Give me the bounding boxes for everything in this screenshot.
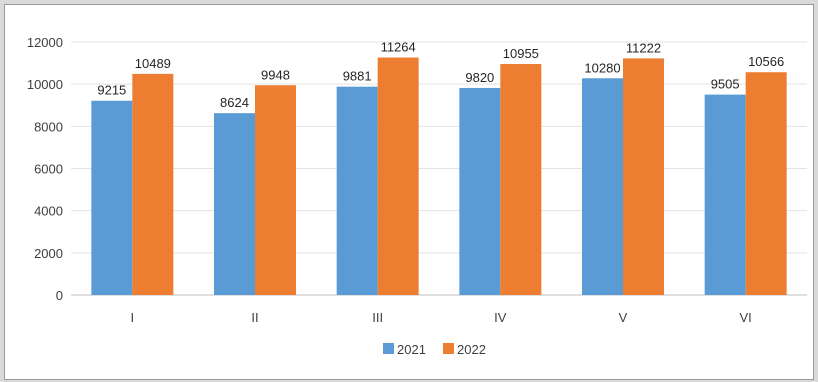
data-label-2022-I: 10489 [135, 56, 171, 71]
y-tick-label: 4000 [34, 204, 63, 219]
bar-2021-III [336, 86, 378, 295]
y-tick-label: 2000 [34, 246, 63, 261]
data-label-2021-IV: 9820 [465, 70, 494, 85]
data-label-2022-III: 11264 [381, 40, 416, 55]
y-tick-label: 10000 [27, 77, 63, 92]
bar-2022-IV [500, 64, 542, 296]
data-label-2021-V: 10280 [584, 60, 620, 75]
bar-chart: 0 2000 4000 6000 8000 10000 12000 9215 10489 862… [27, 35, 807, 357]
bar-2022-II [255, 85, 296, 295]
bar-2021-I [91, 100, 133, 295]
data-label-2022-VI: 10566 [748, 54, 784, 69]
bar-2021-VI [704, 94, 746, 296]
data-label-2022-IV: 10955 [503, 46, 539, 61]
gridlines [71, 41, 807, 296]
data-label-2021-I: 9215 [97, 83, 126, 98]
y-tick-label: 6000 [34, 162, 63, 177]
data-label-2021-II: 8624 [220, 95, 249, 110]
x-tick-label: IV [494, 310, 507, 325]
y-tick-label: 0 [56, 288, 63, 303]
x-tick-label: V [619, 310, 628, 325]
bar-2022-I [132, 73, 174, 295]
x-tick-label: II [251, 310, 258, 325]
data-label-2022-V: 11222 [626, 40, 661, 55]
bars [91, 57, 787, 296]
y-tick-label: 12000 [27, 35, 63, 50]
x-tick-label: III [372, 310, 383, 325]
data-labels: 9215 10489 8624 9948 9881 11264 9820 10955 10280… [97, 40, 784, 111]
y-axis-tick-labels: 0 2000 4000 6000 8000 10000 12000 [27, 35, 63, 303]
bar-2022-V [623, 58, 664, 295]
data-label-2022-II: 9948 [261, 67, 290, 82]
legend: 2021 2022 [383, 342, 486, 357]
bar-2022-VI [745, 72, 787, 296]
legend-swatch-2021 [383, 343, 394, 354]
bar-2022-III [377, 57, 419, 295]
legend-swatch-2022 [443, 343, 454, 354]
x-tick-label: I [131, 310, 135, 325]
chart-frame: 0 2000 4000 6000 8000 10000 12000 9215 10489 862… [4, 4, 814, 380]
y-tick-label: 8000 [34, 119, 63, 134]
bar-2021-IV [459, 87, 501, 295]
data-label-2021-III: 9881 [343, 69, 372, 84]
x-axis-tick-labels: I II III IV V VI [131, 310, 752, 325]
legend-label-2021: 2021 [397, 342, 426, 357]
bar-2021-V [582, 78, 623, 295]
bar-2021-II [214, 113, 255, 295]
legend-label-2022: 2022 [457, 342, 486, 357]
x-tick-label: VI [740, 310, 752, 325]
data-label-2021-VI: 9505 [711, 77, 740, 92]
